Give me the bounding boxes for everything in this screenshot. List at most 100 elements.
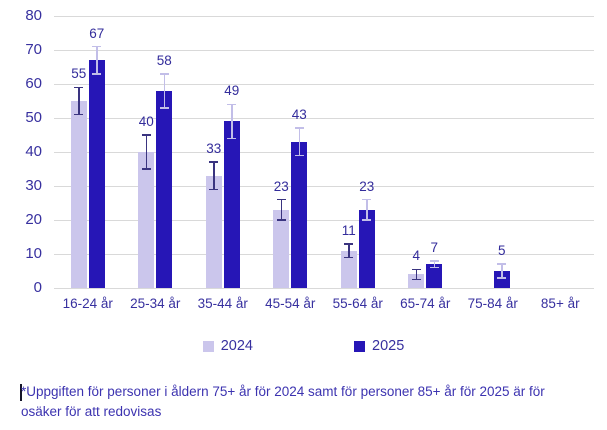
gridline — [54, 50, 594, 51]
bar-2024 — [70, 101, 87, 288]
gridline — [54, 16, 594, 17]
gridline — [54, 254, 594, 255]
gridline — [54, 84, 594, 85]
bar-2025 — [426, 264, 443, 288]
error-bar-cap — [209, 188, 219, 191]
gridline — [54, 186, 594, 187]
error-bar-line — [501, 264, 503, 278]
bar-value-label: 55 — [71, 66, 87, 82]
error-bar-line — [366, 199, 368, 220]
bar-2025 — [358, 209, 375, 288]
bar-value-label: 49 — [224, 83, 240, 99]
bar-2025 — [156, 90, 173, 288]
bar-value-label: 67 — [89, 25, 105, 41]
footnote-text[interactable]: *Uppgiften för personer i åldern 75+ år … — [21, 382, 589, 422]
error-bar-cap — [92, 45, 102, 48]
x-axis-tick-label: 35-44 år — [197, 296, 248, 311]
bar-2025 — [291, 141, 308, 288]
bar-value-label: 23 — [359, 178, 375, 194]
error-bar-cap — [159, 107, 169, 109]
footnote-line-1: *Uppgiften för personer i åldern 75+ år … — [21, 384, 545, 399]
legend-item-2025: 2025 — [354, 338, 404, 354]
bar-value-label: 33 — [206, 141, 222, 157]
bar-2025 — [493, 271, 510, 288]
y-axis-tick-label: 0 — [33, 279, 42, 296]
error-bar-cap — [411, 278, 421, 281]
error-bar-cap — [74, 113, 84, 116]
bar-value-label: 58 — [156, 52, 172, 68]
error-bar-cap — [227, 137, 237, 140]
chart-legend: 2024 2025 — [0, 336, 607, 356]
bar-2024 — [138, 152, 155, 288]
y-axis-tick-label: 80 — [25, 7, 42, 24]
error-bar-cap — [294, 154, 304, 157]
bar-2025 — [88, 60, 105, 288]
gridline — [54, 152, 594, 153]
bar-value-label: 11 — [341, 222, 356, 238]
error-bar-cap — [429, 266, 439, 269]
error-bar-cap — [362, 219, 372, 221]
bar-value-label: 5 — [497, 243, 506, 259]
error-bar-cap — [497, 263, 507, 265]
y-axis-tick-label: 50 — [25, 109, 42, 126]
error-bar-cap — [362, 198, 372, 201]
error-bar-line — [348, 243, 350, 258]
error-bar-line — [280, 199, 282, 220]
error-bar-cap — [411, 268, 421, 271]
error-bar-cap — [294, 127, 304, 129]
error-bar-line — [96, 46, 98, 74]
bar-2024 — [273, 209, 290, 288]
error-bar-line — [433, 260, 435, 268]
error-bar-cap — [74, 86, 84, 89]
bar-2024 — [408, 274, 425, 288]
error-bar-line — [213, 162, 215, 190]
error-bar-cap — [227, 103, 237, 106]
x-axis-tick-label: 16-24 år — [62, 296, 113, 311]
y-axis-tick-label: 40 — [25, 143, 42, 160]
x-axis-tick-label: 55-64 år — [332, 296, 383, 311]
error-bar-cap — [209, 161, 219, 163]
plot-area: 0 10 20 30 40 50 60 70 80 16-24 år 55 67 25-34 år 40 5… — [25, 7, 594, 311]
y-axis-tick-label: 20 — [25, 211, 42, 228]
x-axis-tick-label: 45-54 år — [265, 296, 316, 311]
error-bar-cap — [276, 198, 286, 201]
error-bar-cap — [141, 168, 151, 170]
gridline — [54, 118, 594, 119]
legend-item-2024: 2024 — [202, 338, 253, 354]
bar-value-label: 43 — [291, 107, 307, 123]
error-bar-cap — [141, 134, 151, 136]
error-bar-cap — [92, 73, 102, 75]
bar-value-label: 7 — [430, 239, 439, 255]
bar-value-label: 40 — [138, 114, 154, 129]
bar-value-label: 4 — [412, 248, 421, 264]
legend-label-2025: 2025 — [372, 338, 405, 354]
error-bar-line — [415, 269, 417, 280]
error-bar-cap — [344, 256, 354, 259]
legend-swatch-2025-icon — [354, 340, 365, 352]
bar-2024 — [205, 175, 222, 288]
legend-swatch-2024-icon — [202, 340, 214, 352]
gridline — [54, 220, 594, 221]
text-cursor-caret — [20, 384, 22, 401]
x-axis-tick-label: 65-74 år — [400, 296, 451, 311]
bar-2024 — [340, 250, 357, 288]
error-bar-line — [78, 87, 80, 115]
y-axis-tick-label: 60 — [25, 75, 42, 92]
error-bar-line — [231, 104, 233, 139]
error-bar-cap — [276, 219, 286, 221]
bar-2025 — [223, 121, 240, 288]
x-axis-tick-label: 85+ år — [540, 296, 580, 311]
y-axis-tick-label: 10 — [25, 245, 42, 262]
gridline — [54, 288, 594, 289]
y-axis-tick-label: 30 — [25, 177, 42, 194]
x-axis-tick-label: 75-84 år — [467, 296, 518, 311]
footnote-line-2: osäker för att redovisas — [21, 404, 162, 419]
error-bar-line — [145, 135, 147, 169]
error-bar-line — [298, 128, 300, 156]
legend-label-2024: 2024 — [220, 338, 253, 354]
x-axis-tick-label: 25-34 år — [130, 296, 181, 311]
bar-value-label: 23 — [273, 178, 289, 194]
error-bar-cap — [344, 243, 354, 245]
error-bar-line — [163, 73, 165, 108]
